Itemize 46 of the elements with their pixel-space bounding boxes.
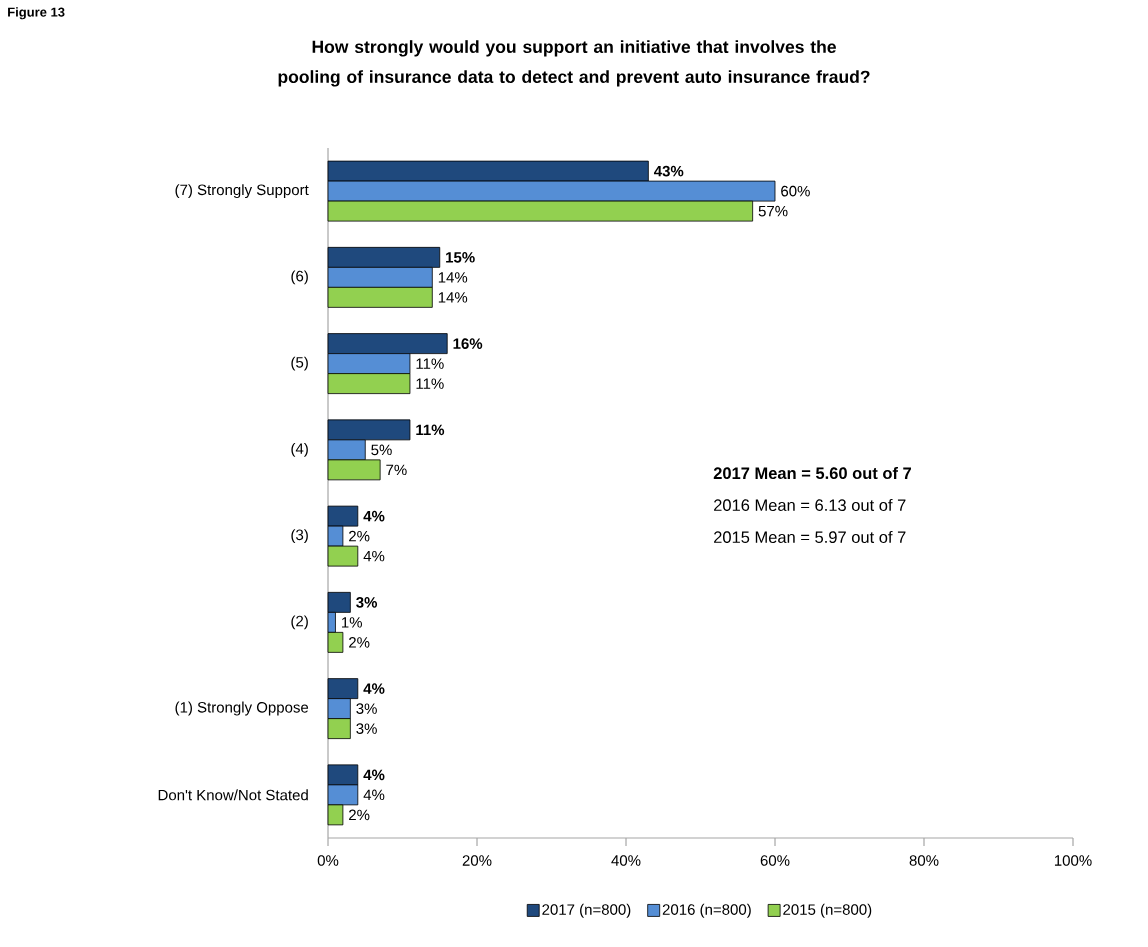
annotation: 2016 Mean = 6.13 out of 7 bbox=[714, 498, 906, 512]
data-label: 57% bbox=[758, 205, 788, 217]
y-tick-label: (1) Strongly Oppose bbox=[175, 701, 309, 716]
x-tick-label: 40% bbox=[611, 855, 641, 866]
data-label: 4% bbox=[363, 550, 385, 562]
data-label: 3% bbox=[356, 723, 377, 734]
annotation: 2015 Mean = 5.97 out of 7 bbox=[714, 530, 906, 544]
chart-title: How strongly would you support an initiative that involves the pooling of insurance data to detect and prevent auto insurance fraud? bbox=[278, 40, 870, 87]
data-label: 1% bbox=[342, 617, 362, 628]
y-tick-label: (2) bbox=[291, 615, 308, 630]
data-label: 4% bbox=[363, 789, 385, 801]
data-label: 11% bbox=[416, 378, 444, 389]
y-tick-label: Don't Know/Not Stated bbox=[158, 789, 308, 801]
data-label: 7% bbox=[386, 464, 407, 476]
legend-label: 2015 (n=800) bbox=[783, 903, 872, 918]
x-tick-label: 80% bbox=[909, 855, 939, 866]
data-label: 11% bbox=[416, 358, 444, 369]
x-tick-label: 100% bbox=[1054, 855, 1092, 866]
data-label: 14% bbox=[438, 292, 468, 303]
data-label: 2% bbox=[349, 530, 370, 542]
data-label: 3% bbox=[356, 703, 377, 714]
data-label: 5% bbox=[371, 444, 392, 456]
y-tick-label: (6) bbox=[291, 270, 308, 285]
data-label: 16% bbox=[453, 338, 483, 349]
x-tick-label: 20% bbox=[462, 855, 492, 866]
x-tick-label: 0% bbox=[317, 855, 339, 866]
y-tick-label: (3) bbox=[291, 529, 308, 544]
data-label: 3% bbox=[356, 597, 378, 608]
data-label: 15% bbox=[446, 252, 475, 263]
caption: Figure 13 bbox=[8, 7, 65, 20]
data-label: 2% bbox=[349, 637, 370, 648]
data-label: 2% bbox=[349, 809, 370, 821]
annotation: 2017 Mean = 5.60 out of 7 bbox=[713, 466, 911, 480]
data-label: 43% bbox=[653, 165, 684, 177]
data-label: 4% bbox=[363, 510, 385, 522]
data-label: 11% bbox=[416, 424, 445, 436]
data-label: 60% bbox=[781, 185, 810, 197]
legend-label: 2016 (n=800) bbox=[662, 903, 751, 918]
data-label: 4% bbox=[363, 683, 385, 694]
data-label: 14% bbox=[438, 272, 468, 283]
y-tick-label: (5) bbox=[291, 356, 308, 371]
y-tick-label: (4) bbox=[291, 442, 308, 457]
legend-label: 2017 (n=800) bbox=[542, 903, 631, 918]
data-label: 4% bbox=[363, 769, 385, 781]
x-tick-label: 60% bbox=[760, 855, 790, 866]
y-tick-label: (7) Strongly Support bbox=[175, 184, 309, 199]
